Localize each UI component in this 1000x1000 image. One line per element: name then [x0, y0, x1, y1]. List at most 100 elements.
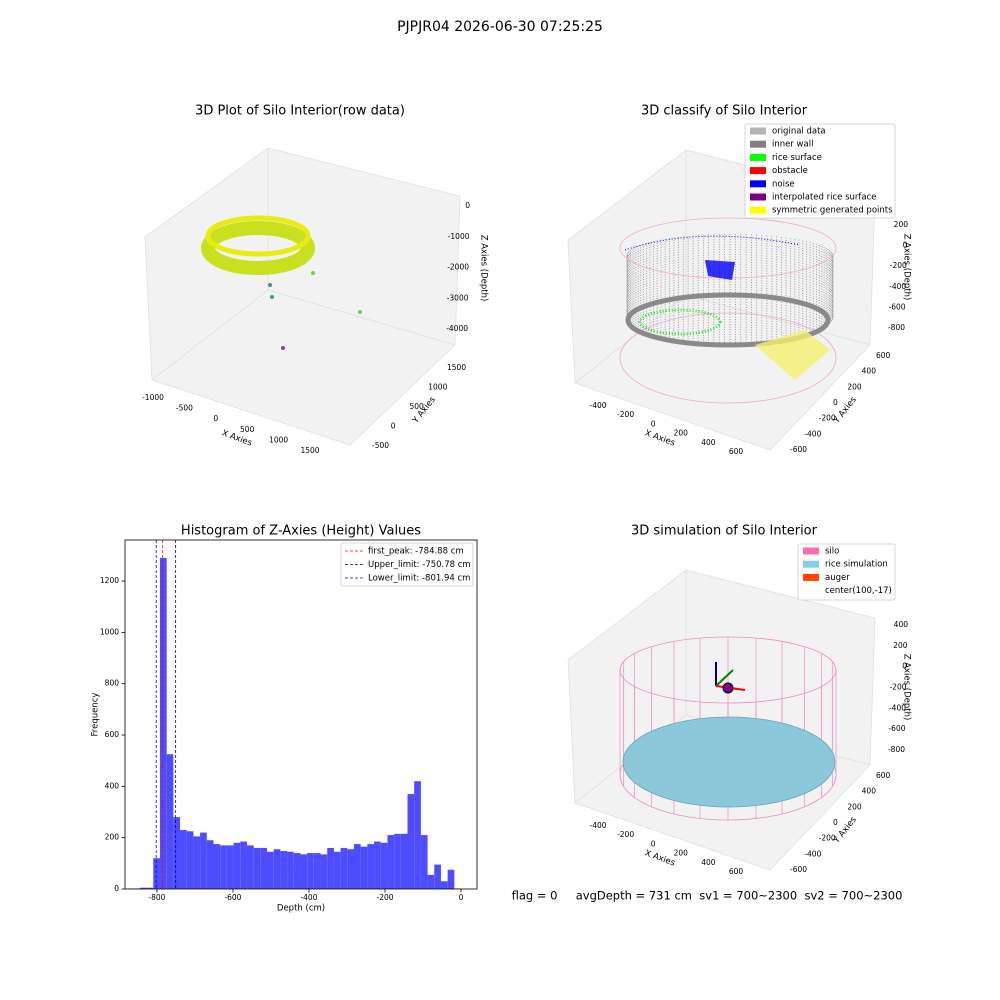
y-tick-label: 800 [105, 679, 120, 688]
histogram-bar [153, 858, 160, 889]
chart-title: Histogram of Z-Axies (Height) Values [181, 524, 421, 539]
histogram-bar [327, 847, 334, 889]
histogram-bar [267, 851, 274, 889]
histogram-bar [380, 842, 388, 889]
x-tick-label: 500 [240, 425, 255, 434]
histogram-bar [300, 854, 308, 889]
legend-swatch [750, 193, 766, 201]
y-tick-label: 0 [833, 818, 838, 827]
legend-label: Lower_limit: -801.94 cm [368, 574, 470, 584]
histogram-bar [320, 854, 328, 889]
histogram-bar [180, 829, 187, 889]
z-tick-label: 200 [893, 641, 908, 650]
histogram-bar [340, 847, 348, 889]
z-tick-label: -1000 [448, 232, 470, 241]
z-tick-label: -600 [888, 724, 905, 733]
outlier-point [268, 283, 272, 287]
histogram-bar [333, 851, 341, 889]
y-tick-label: 0 [833, 398, 838, 407]
x-tick-label: 0 [459, 893, 464, 902]
z-axis-label: Z Axies (Depth) [902, 234, 912, 301]
silo-bottom [619, 312, 837, 404]
histogram-bar [374, 841, 381, 889]
symmetric-points [755, 330, 830, 380]
histogram-bar [220, 845, 227, 889]
x-tick-label: 400 [701, 858, 716, 867]
x-axis-label: Depth (cm) [277, 904, 325, 914]
legend-swatch [750, 140, 766, 148]
histogram-bar [440, 881, 448, 889]
footer-text: flag = 0 avgDepth = 731 cm sv1 = 700~230… [512, 889, 903, 903]
x-tick-label: -200 [376, 893, 393, 902]
legend-swatch [803, 587, 819, 595]
y-tick-label: 200 [847, 802, 862, 811]
histogram-bar [293, 853, 301, 889]
axis-pane [151, 289, 456, 446]
histogram-bar [240, 841, 247, 889]
x-tick-label: -400 [589, 821, 606, 830]
x-tick-label: 400 [701, 438, 716, 447]
histogram-bar [427, 874, 435, 889]
z-tick-label: 0 [903, 241, 908, 250]
z-tick-label: 400 [894, 620, 909, 629]
silo-cloud [626, 234, 834, 343]
y-tick-label: 1500 [447, 363, 466, 372]
z-tick-label: -2000 [447, 263, 469, 272]
outlier-point [311, 271, 315, 275]
histogram-bar [360, 846, 368, 889]
noise-arc [624, 235, 801, 251]
legend-swatch [750, 127, 766, 135]
legend-label: symmetric generated points [772, 206, 893, 216]
legend-label: interpolated rice surface [772, 193, 877, 203]
histogram-bar [400, 833, 408, 889]
histogram-bar [414, 781, 421, 889]
point-cloud-ring [201, 221, 315, 275]
legend-swatch [803, 547, 819, 555]
histogram-bar [420, 835, 428, 889]
histogram-bar [166, 754, 174, 889]
y-tick-label: 600 [876, 771, 891, 780]
histogram-bar [173, 817, 181, 889]
x-tick-label: -400 [589, 401, 606, 410]
z-tick-label: 0 [902, 662, 907, 671]
z-tick-label: -600 [889, 302, 906, 311]
y-tick-label: -600 [790, 865, 807, 874]
histogram-bar [280, 851, 288, 889]
chart-title: 3D simulation of Silo Interior [631, 524, 818, 539]
y-axis-label: Frequency [91, 693, 101, 737]
histogram-bar [146, 887, 154, 889]
y-tick-label: -600 [790, 445, 807, 454]
silo-top [619, 636, 837, 704]
x-tick-label: 600 [729, 867, 744, 876]
noise-points [705, 260, 735, 280]
y-tick-label: 1200 [100, 576, 119, 585]
legend-label: obstacle [772, 166, 808, 176]
legend-label: original data [772, 127, 826, 137]
y-tick-label: -500 [372, 441, 389, 450]
histogram-bar [313, 853, 321, 889]
y-tick-label: 200 [847, 382, 862, 391]
legend-label: noise [772, 179, 795, 189]
legend-label: rice simulation [825, 560, 888, 570]
x-tick-label: -200 [617, 830, 634, 839]
x-tick-label: 1000 [269, 435, 288, 444]
histogram-bar [394, 833, 401, 889]
histogram-bar [307, 853, 314, 889]
legend-box [744, 123, 896, 219]
y-tick-label: 500 [410, 402, 425, 411]
z-axis-label: Z Axies (Depth) [902, 654, 912, 721]
histogram-bar [233, 842, 241, 889]
y-tick-label: 400 [105, 781, 120, 790]
histogram-bar [353, 844, 361, 889]
histogram-bar [186, 831, 194, 889]
x-tick-label: 0 [213, 414, 218, 423]
histogram-bar [206, 840, 214, 889]
legend-label: inner wall [772, 140, 813, 150]
z-tick-label: 0 [465, 201, 470, 210]
x-tick-label: 1500 [300, 446, 319, 455]
x-axis-label: X Axies [643, 848, 676, 868]
x-tick-label: -800 [148, 893, 165, 902]
outlier-point [281, 346, 285, 350]
y-tick-label: 1000 [428, 383, 447, 392]
